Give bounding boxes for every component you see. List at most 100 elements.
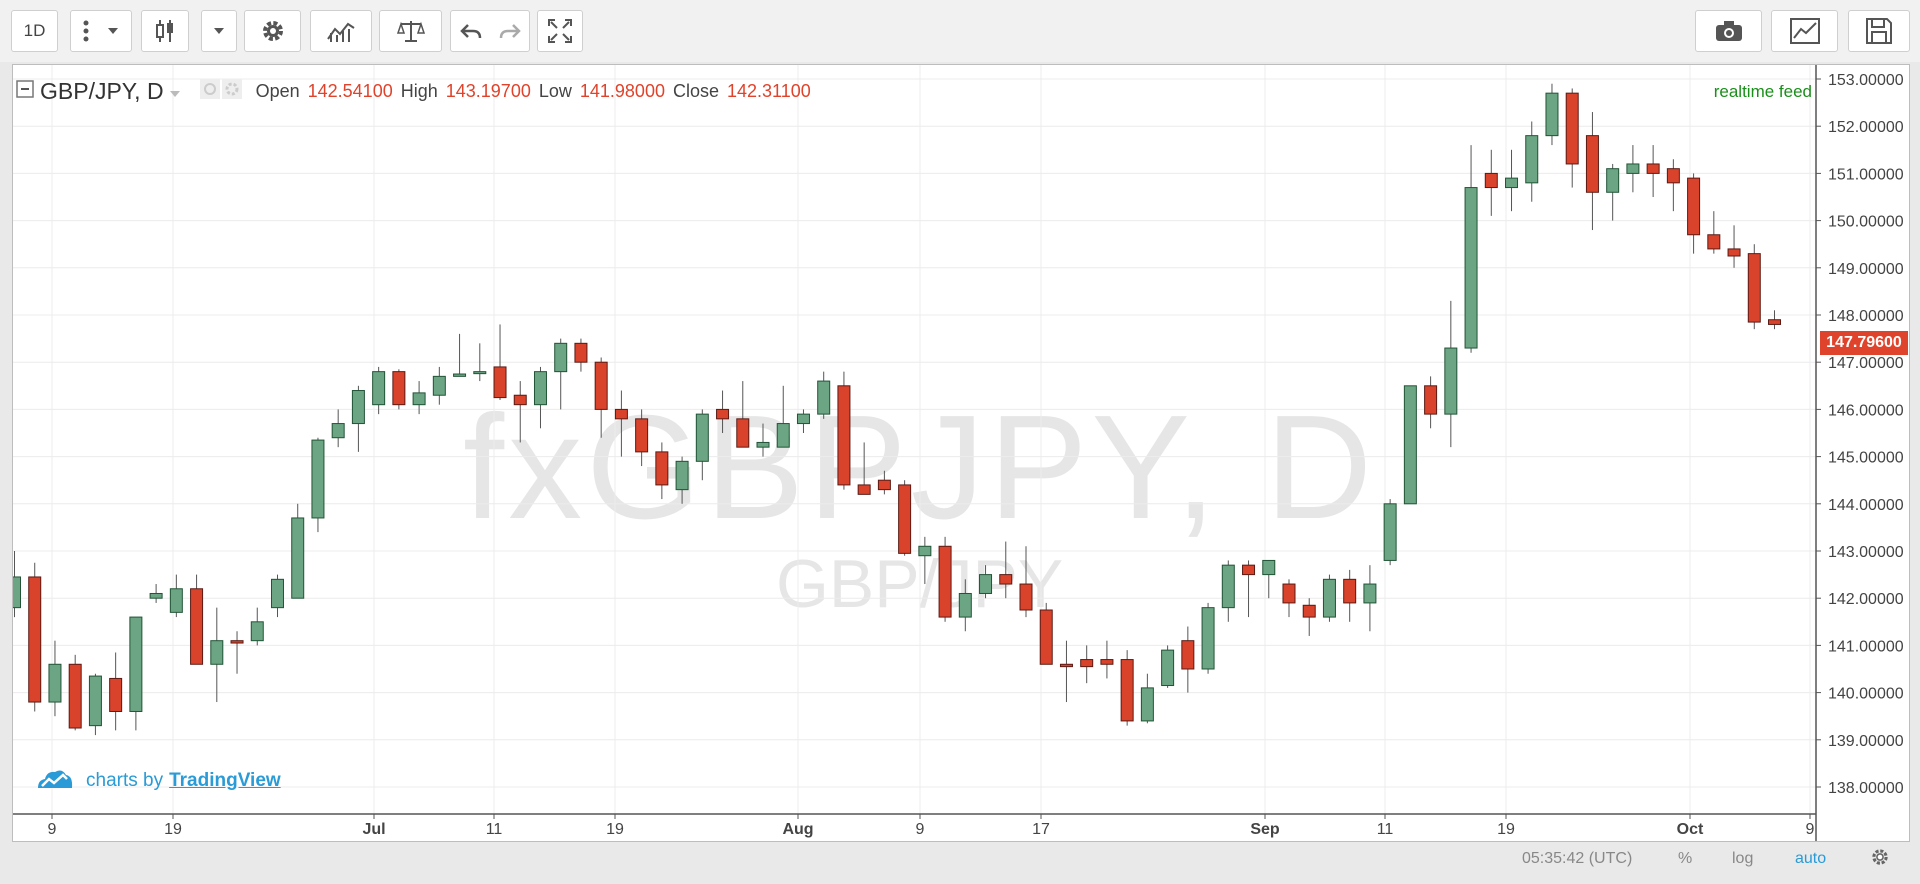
last-price-tag: 147.79600	[1820, 331, 1908, 355]
candle-down	[1100, 659, 1114, 665]
candle-up	[1464, 187, 1478, 349]
y-tick-label: 141.00000	[1828, 638, 1904, 655]
series-legend: GBP/JPY, D Open 142.54100 High 143.19700…	[16, 78, 811, 104]
candle-down	[857, 484, 871, 495]
fullscreen-icon	[547, 18, 573, 44]
indicators-button[interactable]	[310, 10, 372, 52]
legend-symbol[interactable]: GBP/JPY, D	[40, 77, 164, 104]
candle-down	[1565, 92, 1579, 165]
candle-down	[109, 677, 123, 712]
candle-down	[1282, 583, 1296, 604]
candle-up	[291, 517, 305, 599]
save-button[interactable]	[1848, 10, 1910, 52]
candle-down	[392, 371, 406, 406]
chevron-down-icon	[213, 27, 225, 35]
compare-button[interactable]	[379, 10, 442, 52]
candle-up	[331, 423, 345, 439]
candle-down	[28, 576, 42, 703]
x-tick-label: 9	[916, 821, 925, 838]
y-tick-label: 140.00000	[1828, 686, 1904, 703]
candle-up	[1505, 177, 1519, 189]
y-tick-label: 147.00000	[1828, 355, 1904, 372]
candle-up	[1525, 135, 1539, 184]
candle-down	[493, 366, 507, 399]
candle-down	[1080, 659, 1094, 668]
y-tick-label: 149.00000	[1828, 261, 1904, 278]
candle-down	[513, 394, 527, 406]
chevron-down-icon[interactable]	[169, 81, 180, 102]
eye-icon[interactable]	[199, 78, 220, 104]
x-tick-label: 19	[1497, 821, 1515, 838]
y-tick-label: 150.00000	[1828, 214, 1904, 231]
more-menu-button[interactable]	[70, 10, 132, 52]
candlestick-chart[interactable]: 153.00000 152.00000 151.00000 150.00000 149.…	[13, 65, 1910, 842]
collapse-icon[interactable]	[16, 79, 34, 103]
candle-up	[1606, 168, 1620, 193]
tradingview-logo-icon	[36, 766, 74, 796]
candle-down	[938, 545, 952, 618]
y-tick-label: 146.00000	[1828, 402, 1904, 419]
interval-button[interactable]: 1D	[11, 10, 58, 52]
chart-layout-button[interactable]	[1771, 10, 1838, 52]
y-tick-label: 152.00000	[1828, 119, 1904, 136]
x-tick-label: 19	[164, 821, 182, 838]
candle-up	[149, 592, 163, 599]
candle-up	[817, 380, 831, 415]
screenshot-button[interactable]	[1695, 10, 1762, 52]
x-tick-label: 17	[1032, 821, 1050, 838]
redo-icon[interactable]	[498, 21, 522, 41]
chart-type-button[interactable]	[141, 10, 189, 52]
candle-down	[655, 451, 669, 486]
candle-up	[776, 423, 790, 448]
candle-up	[351, 390, 365, 425]
candle-down	[1747, 253, 1761, 323]
tradingview-link[interactable]: TradingView	[169, 770, 281, 791]
y-tick-label: 142.00000	[1828, 591, 1904, 608]
x-tick-label: Aug	[782, 821, 813, 838]
candle-up	[88, 675, 102, 727]
gear-icon[interactable]	[1870, 847, 1890, 872]
chevron-down-icon	[107, 27, 119, 35]
toolbar: 1D	[0, 0, 1920, 62]
candle-down	[1019, 583, 1033, 611]
branding: charts by TradingView	[36, 766, 281, 796]
undo-icon[interactable]	[459, 21, 483, 41]
candle-up	[129, 616, 143, 712]
y-tick-label: 151.00000	[1828, 166, 1904, 183]
log-toggle[interactable]: log	[1732, 850, 1754, 867]
candle-down	[1727, 248, 1741, 257]
candle-down	[1646, 163, 1660, 174]
interval-label: 1D	[23, 21, 46, 40]
candle-down	[1242, 564, 1256, 576]
candle-down	[574, 342, 588, 363]
candle-up	[1221, 564, 1235, 609]
candle-up	[554, 342, 568, 373]
candle-up	[270, 578, 284, 609]
fullscreen-button[interactable]	[537, 10, 583, 52]
gear-icon	[260, 18, 286, 44]
candle-up	[432, 375, 446, 396]
high-value: 143.19700	[445, 80, 531, 101]
settings-icon[interactable]	[221, 78, 242, 104]
settings-button[interactable]	[244, 10, 301, 52]
percent-toggle[interactable]: %	[1678, 850, 1693, 867]
camera-icon	[1714, 19, 1744, 43]
chart-icon	[1789, 18, 1820, 44]
candle-up	[1444, 347, 1458, 415]
y-tick-label: 148.00000	[1828, 308, 1904, 325]
candle-down	[68, 663, 82, 729]
x-tick-label: 9	[48, 821, 57, 838]
candle-down	[1039, 609, 1053, 665]
x-tick-label: Oct	[1677, 821, 1704, 838]
open-value: 142.54100	[307, 80, 393, 101]
candle-down	[716, 408, 730, 420]
chart-type-dropdown[interactable]	[201, 10, 237, 52]
chart-area[interactable]: fxGBPJPY, D GBP/JPY 153.00000152.0000015…	[12, 64, 1910, 842]
open-label: Open	[255, 80, 300, 101]
x-tick-label: Jul	[362, 821, 385, 838]
candle-down	[1343, 578, 1357, 604]
candle-down	[1120, 659, 1134, 722]
candle-up	[412, 392, 426, 406]
candle-up	[1262, 559, 1276, 576]
auto-toggle[interactable]: auto	[1795, 850, 1827, 867]
